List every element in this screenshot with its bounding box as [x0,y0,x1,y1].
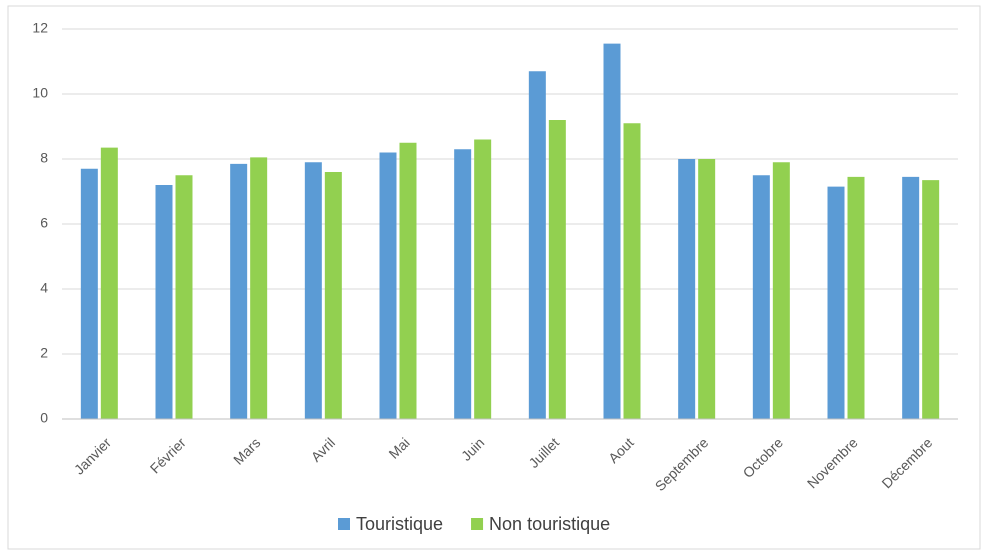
bar [827,186,845,419]
bar [474,139,492,419]
y-tick-label: 0 [40,410,48,426]
bar [80,168,98,419]
y-tick-label: 10 [32,85,48,101]
bar [379,152,397,419]
bar [304,162,322,419]
y-tick-label: 4 [40,280,48,296]
bar [399,142,417,419]
bar [772,162,790,419]
bar [902,176,920,419]
legend-swatch [471,518,484,530]
bar [230,163,248,419]
legend-label: Touristique [356,514,443,534]
bar [698,159,716,419]
bar [922,180,940,419]
bar [603,43,621,419]
bar [250,157,268,419]
bar [678,159,696,419]
legend-label: Non touristique [489,514,610,534]
legend: Touristique Non touristique [338,514,610,534]
bar [528,71,546,419]
bar [175,175,193,419]
bar [752,175,770,419]
bar [155,185,173,419]
bar [847,176,865,419]
bar [324,172,342,419]
bar [454,149,472,419]
y-tick-label: 8 [40,150,48,166]
bar [623,123,641,419]
bar [548,120,566,419]
bar [100,147,118,419]
legend-swatch [338,518,350,530]
y-tick-label: 6 [40,215,48,231]
y-tick-label: 2 [40,345,48,361]
y-tick-label: 12 [32,20,48,36]
